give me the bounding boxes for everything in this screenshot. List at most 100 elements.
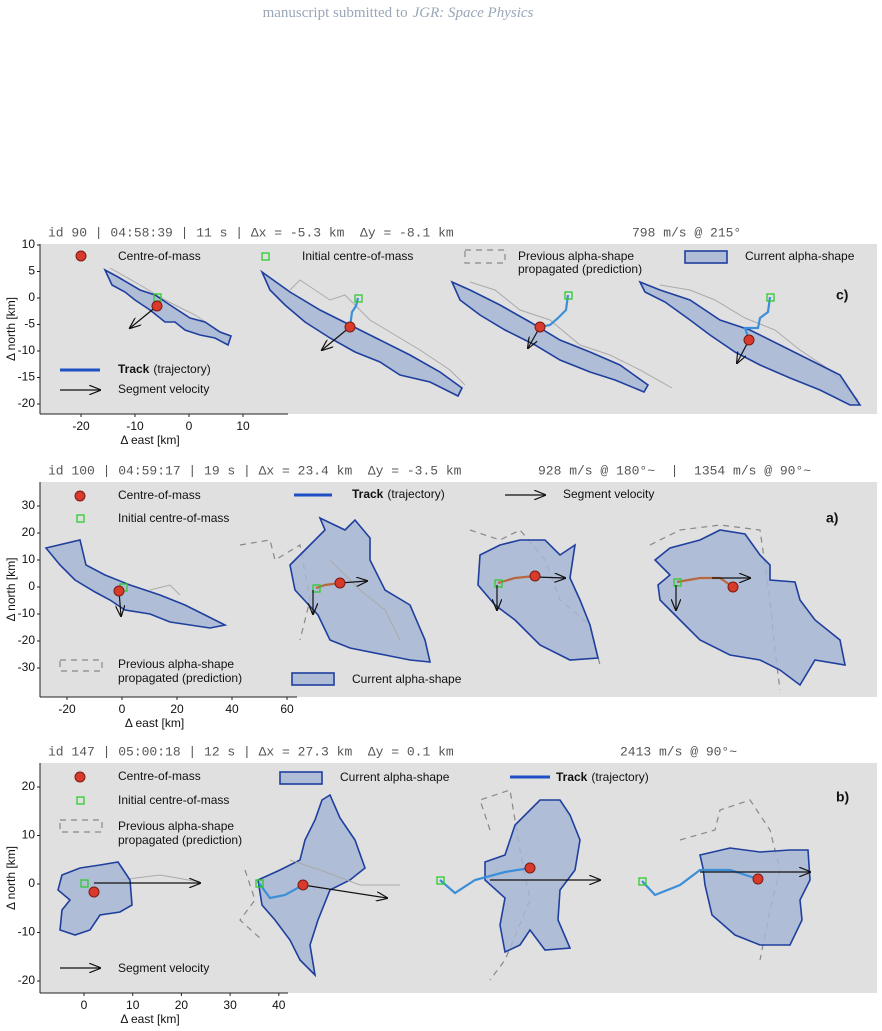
panel-label: c) (836, 287, 848, 303)
panel-speed: 798 m/s @ 215° (632, 225, 741, 240)
com (334, 577, 346, 589)
velocity-arrow (302, 884, 387, 898)
track (539, 294, 570, 329)
header: manuscript submitted to JGR: Space Physic… (263, 5, 534, 21)
panel-c: id 90 | 04:58:39 | 11 s | Δx = -5.3 km Δ… (40, 225, 877, 414)
x-tick-label: -20 (58, 702, 76, 716)
panel-title: id 100 | 04:59:17 | 19 s | Δx = 23.4 km … (48, 463, 462, 478)
com (752, 873, 764, 885)
x-tick-label: 10 (126, 998, 140, 1012)
x-tick-label: 30 (223, 998, 237, 1012)
panel-speed: 2413 m/s @ 90°~ (620, 744, 737, 759)
legend-bold: Track (352, 487, 384, 501)
y-tick-label: -10 (18, 925, 36, 939)
legend-text: Segment velocity (118, 961, 209, 975)
com (529, 570, 541, 582)
com (727, 581, 739, 593)
track (258, 882, 304, 900)
x-axis-label: Δ east [km] (120, 433, 179, 447)
legend-bold: Track (556, 770, 588, 784)
alpha-shape (257, 793, 366, 978)
initial-com (494, 579, 503, 588)
com (297, 879, 309, 891)
previous-shape (239, 539, 311, 641)
velocity-arrow (322, 326, 351, 350)
legend-text: Current alpha-shape (352, 672, 462, 686)
y-tick-label: -10 (18, 343, 36, 357)
y-tick-label: 10 (22, 237, 36, 251)
initial-com (436, 876, 445, 885)
y-tick-label: 10 (22, 552, 36, 566)
panel-speed: 928 m/s @ 180°~ | 1354 m/s @ 90°~ (538, 463, 811, 478)
x-tick-label: 0 (119, 702, 126, 716)
legend-text: Current alpha-shape (340, 770, 450, 784)
initial-com (638, 877, 647, 886)
legend-text: Initial centre-of-mass (118, 793, 229, 807)
y-tick-label: -20 (18, 973, 36, 987)
panel-a: id 100 | 04:59:17 | 19 s | Δx = 23.4 km … (40, 463, 877, 697)
x-tick-label: -10 (126, 419, 144, 433)
x-axis-label: Δ east [km] (120, 1012, 179, 1026)
y-tick-label: 30 (22, 498, 36, 512)
legend-initial-com (261, 252, 270, 261)
previous-shape (289, 859, 400, 886)
y-tick-label: 0 (28, 876, 35, 890)
y-tick-label: -20 (18, 633, 36, 647)
y-tick-label: -30 (18, 660, 36, 674)
y-tick-label: -15 (18, 370, 36, 384)
x-tick-label: 20 (175, 998, 189, 1012)
legend-current (279, 771, 323, 785)
initial-com (80, 879, 89, 888)
legend-previous (464, 249, 506, 264)
com (344, 321, 356, 333)
legend-bold: Track (118, 362, 150, 376)
com (151, 300, 163, 312)
initial-com (255, 879, 264, 888)
initial-com (354, 294, 363, 303)
y-tick-label: 0 (28, 290, 35, 304)
panel-title: id 90 | 04:58:39 | 11 s | Δx = -5.3 km Δ… (48, 225, 454, 240)
y-tick-label: 20 (22, 779, 36, 793)
com (524, 862, 536, 874)
legend-text: Centre-of-mass (118, 249, 201, 263)
legend-current (291, 672, 335, 686)
legend-text: Initial centre-of-mass (302, 249, 413, 263)
y-tick-label: 5 (28, 264, 35, 278)
alpha-shape (484, 799, 581, 954)
initial-com (766, 293, 775, 302)
panel-label: a) (826, 510, 838, 526)
alpha-shape (653, 529, 847, 687)
y-tick-label: 10 (22, 828, 36, 842)
alpha-shape (477, 539, 600, 661)
legend-text: propagated (prediction) (118, 833, 242, 847)
legend-rest: (trajectory) (153, 362, 210, 376)
legend-text: Segment velocity (118, 382, 209, 396)
panel-label: b) (836, 789, 849, 805)
x-tick-label: 0 (186, 419, 193, 433)
track (439, 866, 531, 895)
legend-com (74, 490, 86, 502)
y-tick-label: -10 (18, 606, 36, 620)
legend-previous (59, 659, 103, 672)
x-tick-label: 60 (280, 702, 294, 716)
x-tick-label: 40 (272, 998, 286, 1012)
legend-rest: (trajectory) (387, 487, 444, 501)
panel-title: id 147 | 05:00:18 | 12 s | Δx = 27.3 km … (48, 744, 454, 759)
y-tick-label: 0 (28, 579, 35, 593)
track (497, 574, 536, 585)
legend-text: Track (trajectory) (556, 770, 649, 784)
alpha-shape (260, 269, 464, 398)
y-axis-label: Δ north [km] (4, 297, 18, 361)
legend-text: Previous alpha-shape (118, 657, 234, 671)
x-tick-label: -20 (72, 419, 90, 433)
alpha-shape (57, 861, 133, 936)
previous-shape (149, 584, 181, 596)
x-tick-label: 0 (81, 998, 88, 1012)
legend-text: Track (trajectory) (352, 487, 445, 501)
previous-shape (119, 874, 201, 883)
x-tick-label: 10 (236, 419, 250, 433)
initial-com (564, 291, 573, 300)
alpha-shape (103, 268, 233, 347)
